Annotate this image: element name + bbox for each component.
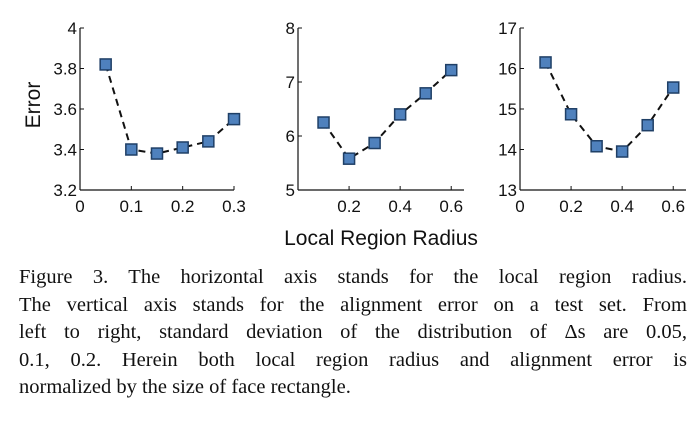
series-line: [544, 61, 675, 153]
y-tick-label: 13: [498, 181, 517, 200]
y-axis-label: Error: [22, 82, 45, 129]
y-tick-label: 4: [68, 19, 77, 38]
caption-line-1: Figure 3. The horizontal axis stands for…: [19, 266, 687, 288]
figure-caption: Figure 3. The horizontal axis stands for…: [19, 264, 687, 402]
y-tick-label: 6: [286, 127, 295, 146]
caption-line-2: The vertical axis stands for the alignme…: [19, 293, 687, 316]
data-point-marker: [317, 116, 330, 129]
caption-line-5: normalized by the size of face rectangle…: [19, 376, 351, 398]
data-point-marker: [342, 152, 356, 165]
x-tick-label: 0.3: [222, 197, 246, 216]
data-point-marker: [419, 87, 432, 100]
x-tick-label: 0: [75, 197, 84, 216]
y-tick-label: 7: [286, 73, 295, 92]
data-point-marker: [666, 81, 680, 94]
x-tick-label: 0.2: [171, 197, 195, 216]
x-tick-label: 0.6: [661, 197, 685, 216]
y-tick-label: 14: [498, 141, 517, 160]
shared-x-axis-label: Local Region Radius: [284, 227, 478, 250]
data-point-marker: [150, 147, 164, 160]
y-tick-label: 5: [286, 181, 295, 200]
x-tick-label: 0.2: [337, 197, 361, 216]
data-point-marker: [368, 136, 381, 150]
figure-panels: 3.2 3.4 3.6 3.8 4 0 0.1 0.2 0.3 Error 5 6 7 8 0.2 0.4 0.…: [22, 19, 686, 250]
data-point-marker: [125, 143, 138, 156]
data-point-marker: [444, 63, 458, 77]
x-tick-label: 0.4: [610, 197, 634, 216]
caption-line-3: left to right, standard deviation of the…: [19, 321, 687, 343]
data-point-marker: [539, 56, 552, 69]
y-tick-label: 17: [498, 19, 517, 38]
series-line: [322, 69, 452, 161]
data-point-marker: [615, 145, 629, 158]
y-tick-label: 3.6: [53, 100, 77, 119]
data-point-marker: [393, 108, 407, 121]
y-tick-label: 15: [498, 100, 517, 119]
data-point-marker: [564, 108, 578, 121]
data-point-marker: [590, 140, 603, 153]
chart-panel-2: 5 6 7 8 0.2 0.4 0.6: [286, 19, 464, 216]
data-point-marker: [641, 118, 654, 132]
data-point-marker: [202, 135, 215, 148]
caption-line-4: 0.1, 0.2. Herein both local region radiu…: [19, 348, 687, 371]
data-point-marker: [99, 58, 112, 71]
y-tick-label: 3.8: [53, 60, 77, 79]
data-point-marker: [227, 112, 241, 126]
chart-panel-1: 3.2 3.4 3.6 3.8 4 0 0.1 0.2 0.3 Error: [22, 19, 246, 216]
y-tick-label: 3.2: [53, 181, 77, 200]
chart-panel-3: 13 14 15 16 17 0 0.2 0.4 0.6: [498, 19, 686, 216]
y-tick-label: 3.4: [53, 141, 77, 160]
x-tick-label: 0: [515, 197, 524, 216]
y-tick-label: 8: [286, 19, 295, 38]
x-tick-label: 0.1: [120, 197, 144, 216]
y-tick-label: 16: [498, 60, 517, 79]
x-tick-label: 0.4: [388, 197, 412, 216]
x-tick-label: 0.2: [559, 197, 583, 216]
x-tick-label: 0.6: [439, 197, 463, 216]
data-point-marker: [176, 141, 189, 154]
series-line: [104, 64, 235, 155]
